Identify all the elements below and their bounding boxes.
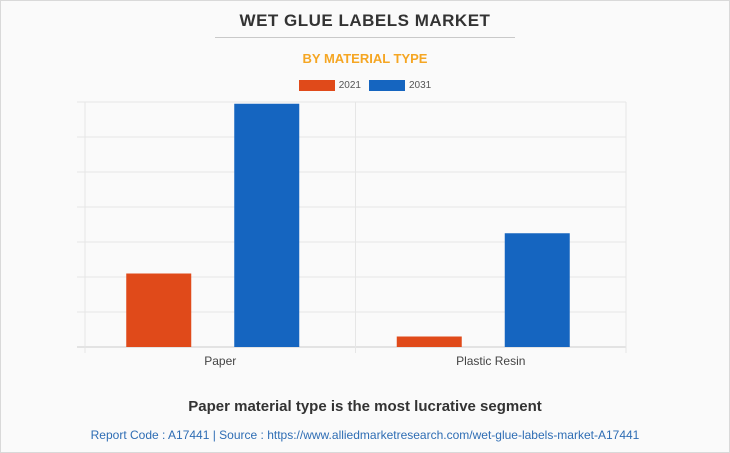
legend-swatch-2031 — [369, 80, 405, 91]
legend-label-2021: 2021 — [338, 80, 361, 91]
chart-subtitle: BY MATERIAL TYPE — [302, 51, 428, 66]
chart-title: WET GLUE LABELS MARKET — [239, 11, 491, 30]
legend-swatch-2021 — [298, 80, 335, 91]
source-line[interactable]: Report Code : A17441 | Source : https://… — [90, 428, 640, 442]
chart-headline: Paper material type is the most lucrativ… — [188, 398, 542, 415]
x-tick-label: Plastic Resin — [456, 354, 525, 368]
title-divider — [215, 37, 515, 38]
bar-plastic-resin-2031 — [504, 233, 570, 347]
legend-label-2031: 2031 — [409, 80, 432, 91]
bar-paper-2021 — [126, 273, 192, 347]
bar-paper-2031 — [234, 103, 300, 347]
legend: 2021 2031 — [0, 80, 730, 91]
bar-plastic-resin-2021 — [396, 336, 462, 347]
legend-item-2031[interactable]: 2031 — [369, 80, 431, 91]
x-tick-label: Paper — [204, 354, 236, 368]
legend-item-2021[interactable]: 2021 — [298, 80, 361, 91]
